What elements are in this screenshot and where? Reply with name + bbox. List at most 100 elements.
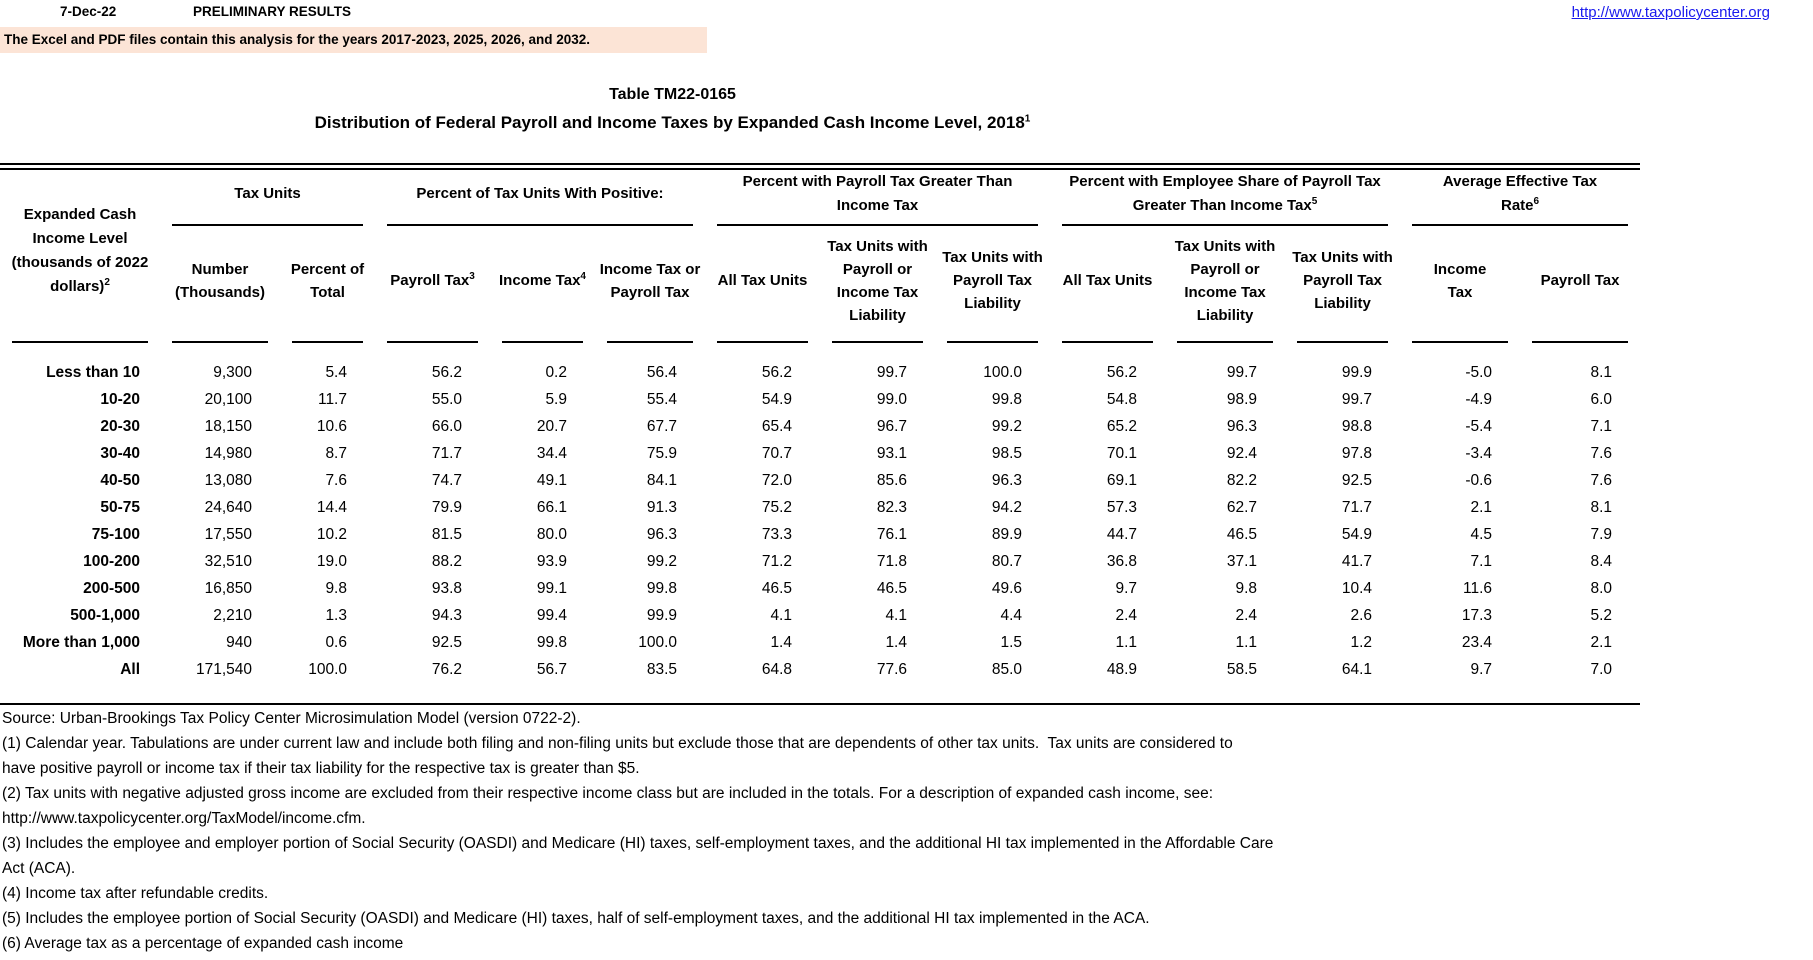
table-row: 100-200 32,510 19.0 88.2 93.9 99.2 71.2 71.8 80.…	[0, 548, 1640, 575]
value-cell: 2.1	[1470, 499, 1493, 516]
row-label: All	[120, 661, 140, 678]
value-cell: 70.1	[1106, 445, 1138, 462]
value-cell: 94.3	[431, 607, 462, 624]
value-cell: 7.6	[1590, 445, 1613, 462]
footnote-line: (2) Tax units with negative adjusted gro…	[2, 785, 1214, 802]
row-label: 200-500	[83, 580, 140, 597]
value-cell: 71.8	[876, 553, 907, 570]
table-row: 40-50 13,080 7.6 74.7 49.1 84.1 72.0 85.6 96.3 69…	[0, 467, 1640, 494]
value-cell: 171,540	[195, 661, 252, 678]
value-cell: -5.0	[1465, 364, 1493, 381]
value-cell: 89.9	[991, 526, 1023, 543]
value-cell: 1.5	[1000, 634, 1023, 651]
value-cell: 4.5	[1470, 526, 1493, 543]
table-number-title: Table TM22-0165	[609, 86, 736, 103]
column-header-units-payroll-liability-2: Tax Units with Payroll Tax Liability	[1285, 226, 1401, 343]
value-cell: 8.4	[1590, 553, 1613, 570]
footnote-line: Source: Urban-Brookings Tax Policy Cente…	[2, 710, 581, 727]
value-cell: 0.2	[545, 364, 567, 381]
value-cell: 8.0	[1590, 580, 1613, 597]
value-cell: 96.3	[991, 472, 1023, 489]
column-header-income-or-payroll-tax: Income Tax or Payroll Tax	[595, 226, 705, 343]
value-cell: 73.3	[761, 526, 792, 543]
group-header-employee-share-greater-income: Percent with Employee Share of Payroll T…	[1050, 170, 1401, 226]
value-cell: 6.0	[1590, 391, 1613, 408]
footnote-line: (3) Includes the employee and employer p…	[2, 835, 1274, 852]
value-cell: 37.1	[1226, 553, 1258, 570]
value-cell: 64.1	[1341, 661, 1373, 678]
value-cell: 96.3	[646, 526, 677, 543]
value-cell: 75.9	[646, 445, 677, 462]
value-cell: -0.6	[1465, 472, 1493, 489]
table-row: 30-40 14,980 8.7 71.7 34.4 75.9 70.7 93.1 98.5 70…	[0, 440, 1640, 467]
value-cell: 100.0	[638, 634, 677, 651]
value-cell: 65.4	[761, 418, 792, 435]
value-cell: 8.1	[1590, 364, 1613, 381]
footnote-line: Act (ACA).	[2, 860, 76, 877]
rule-bottom	[0, 703, 1640, 705]
value-cell: 1.3	[325, 607, 347, 624]
value-cell: 7.0	[1590, 661, 1613, 678]
value-cell: 57.3	[1106, 499, 1138, 516]
value-cell: 92.5	[431, 634, 462, 651]
value-cell: 10.6	[316, 418, 347, 435]
value-cell: 7.6	[325, 472, 347, 489]
table-area: Expanded Cash Income Level (thousands of…	[0, 163, 1641, 705]
value-cell: 71.7	[431, 445, 462, 462]
value-cell: 76.2	[431, 661, 462, 678]
value-cell: 19.0	[316, 553, 347, 570]
value-cell: 5.2	[1590, 607, 1613, 624]
value-cell: 75.2	[761, 499, 792, 516]
value-cell: 64.8	[761, 661, 792, 678]
footnotes: Source: Urban-Brookings Tax Policy Cente…	[2, 706, 1642, 956]
value-cell: 99.2	[646, 553, 677, 570]
row-label: 50-75	[100, 499, 140, 516]
column-header-percent-of-total: Percent of Total	[280, 226, 375, 343]
value-cell: 5.4	[325, 364, 347, 381]
value-cell: 940	[226, 634, 252, 651]
value-cell: 0.6	[325, 634, 347, 651]
value-cell: 36.8	[1106, 553, 1138, 570]
column-header-all-tax-units-1: All Tax Units	[705, 226, 820, 343]
value-cell: 79.9	[431, 499, 462, 516]
footnote-line: (4) Income tax after refundable credits.	[2, 885, 269, 902]
value-cell: 82.3	[876, 499, 907, 516]
value-cell: 56.2	[761, 364, 792, 381]
value-cell: 99.7	[1226, 364, 1258, 381]
value-cell: 14,980	[204, 445, 252, 462]
value-cell: 11.6	[1463, 580, 1493, 597]
column-header-all-tax-units-2: All Tax Units	[1050, 226, 1166, 343]
value-cell: 41.7	[1341, 553, 1373, 570]
top-bar: 7-Dec-22 PRELIMINARY RESULTS http://www.…	[0, 4, 1770, 26]
value-cell: 17.3	[1461, 607, 1493, 624]
taxpolicycenter-link[interactable]: http://www.taxpolicycenter.org	[1571, 4, 1770, 21]
row-label: More than 1,000	[22, 634, 140, 651]
value-cell: 56.4	[646, 364, 677, 381]
value-cell: 94.2	[991, 499, 1023, 516]
value-cell: 71.2	[761, 553, 792, 570]
column-header-number-thousands: Number (Thousands)	[160, 226, 280, 343]
value-cell: 2.4	[1235, 607, 1258, 624]
value-cell: 10.4	[1341, 580, 1373, 597]
value-cell: 9.7	[1115, 580, 1138, 597]
value-cell: 8.7	[325, 445, 347, 462]
banner-text: The Excel and PDF files contain this ana…	[4, 32, 591, 47]
value-cell: 97.8	[1341, 445, 1373, 462]
value-cell: 11.7	[317, 391, 347, 408]
rule-top-double	[0, 163, 1640, 170]
value-cell: 76.1	[876, 526, 907, 543]
value-cell: 99.7	[1341, 391, 1373, 408]
value-cell: 8.1	[1590, 499, 1613, 516]
value-cell: 16,850	[204, 580, 252, 597]
table-row: 20-30 18,150 10.6 66.0 20.7 67.7 65.4 96.7 99.2 6…	[0, 413, 1640, 440]
row-label: 10-20	[100, 391, 140, 408]
value-cell: 92.4	[1226, 445, 1258, 462]
value-cell: 7.1	[1590, 418, 1613, 435]
value-cell: 4.1	[770, 607, 792, 624]
value-cell: 70.7	[761, 445, 792, 462]
footnote-line: (1) Calendar year. Tabulations are under…	[2, 735, 1233, 752]
value-cell: 34.4	[536, 445, 567, 462]
column-header-avg-payroll-tax: Payroll Tax	[1520, 226, 1641, 343]
value-cell: 80.7	[991, 553, 1023, 570]
value-cell: 98.8	[1341, 418, 1373, 435]
